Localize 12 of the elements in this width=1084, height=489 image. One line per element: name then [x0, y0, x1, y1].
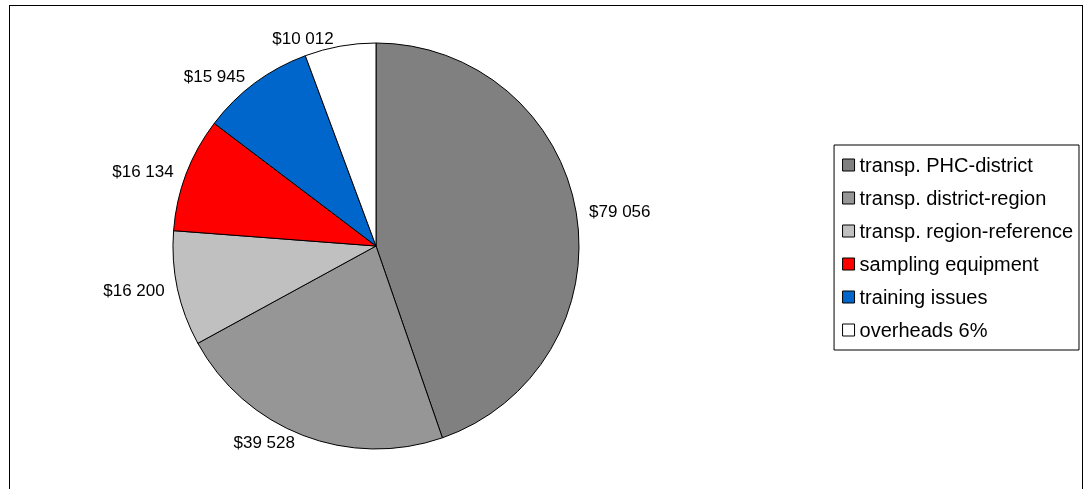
- data-label: $10 012: [272, 28, 334, 48]
- data-label: $79 056: [589, 201, 651, 221]
- data-label: $16 200: [103, 280, 165, 300]
- legend-label: transp. region-reference: [859, 220, 1074, 242]
- legend-label: overheads 6%: [859, 319, 988, 341]
- data-label: $16 134: [112, 161, 174, 181]
- data-label: $15 945: [183, 67, 246, 87]
- legend-label: training issues: [859, 286, 988, 308]
- legend-label: sampling equipment: [859, 253, 1039, 275]
- data-label: $39 528: [233, 433, 295, 453]
- legend-label: transp. PHC-district: [859, 154, 1034, 176]
- legend-label: transp. district-region: [859, 187, 1047, 209]
